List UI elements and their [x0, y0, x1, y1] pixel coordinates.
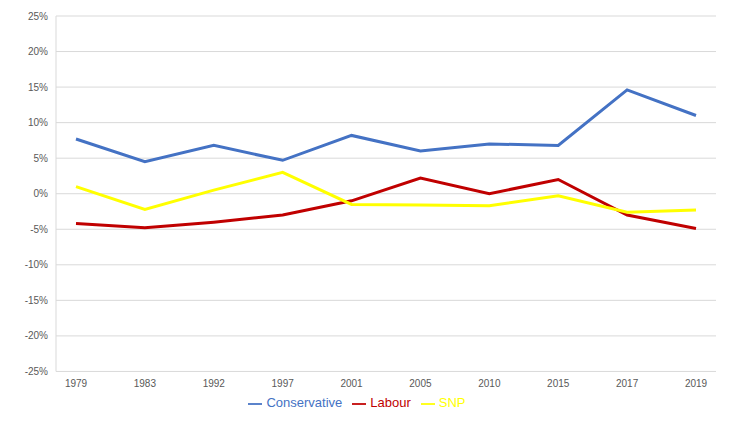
svg-text:-15%: -15% — [25, 295, 48, 306]
svg-text:-20%: -20% — [25, 330, 48, 341]
html-text:Labour: Labour — [370, 395, 411, 411]
svg-text:15%: 15% — [28, 82, 48, 93]
html-text:SNP: SNP — [438, 395, 466, 411]
svg-text:2005: 2005 — [409, 378, 432, 389]
svg-text:1997: 1997 — [272, 378, 295, 389]
svg-text:2015: 2015 — [547, 378, 570, 389]
svg-text:5%: 5% — [34, 153, 49, 164]
svg-text:10%: 10% — [28, 117, 48, 128]
svg-text:2010: 2010 — [478, 378, 501, 389]
svg-text:-10%: -10% — [25, 259, 48, 270]
svg-text:20%: 20% — [28, 46, 48, 57]
svg-text:2017: 2017 — [616, 378, 639, 389]
svg-text:-5%: -5% — [30, 224, 48, 235]
html-text:Conservative: Conservative — [266, 395, 343, 411]
svg-text:1992: 1992 — [203, 378, 226, 389]
svg-text:25%: 25% — [28, 11, 48, 22]
svg-text:0%: 0% — [34, 188, 49, 199]
svg-text:2019: 2019 — [685, 378, 708, 389]
svg-text:2001: 2001 — [340, 378, 363, 389]
svg-text:1983: 1983 — [134, 378, 157, 389]
svg-text:-25%: -25% — [25, 366, 48, 377]
svg-text:1979: 1979 — [65, 378, 88, 389]
